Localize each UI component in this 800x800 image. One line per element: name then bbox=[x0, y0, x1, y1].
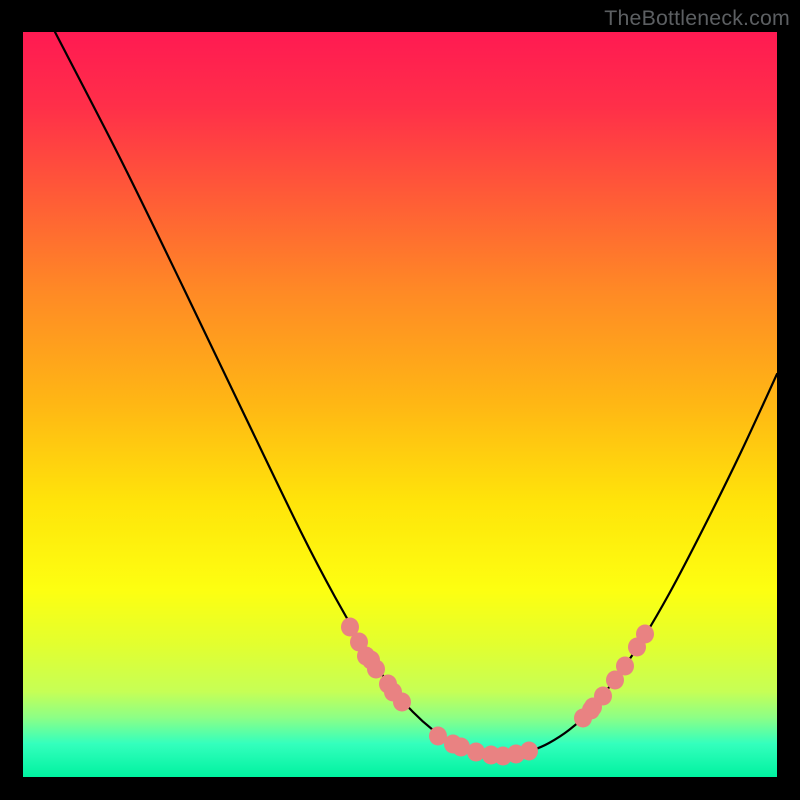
marker-dot bbox=[367, 660, 385, 679]
marker-dot bbox=[594, 687, 612, 706]
chart-stage: TheBottleneck.com bbox=[0, 0, 800, 800]
marker-dot bbox=[393, 693, 411, 712]
marker-dot bbox=[467, 743, 485, 762]
chart-svg bbox=[0, 0, 800, 800]
marker-dot bbox=[636, 625, 654, 644]
plot-background-gradient bbox=[23, 32, 777, 777]
watermark-text: TheBottleneck.com bbox=[604, 6, 790, 31]
marker-dot bbox=[616, 657, 634, 676]
marker-dot bbox=[520, 742, 538, 761]
